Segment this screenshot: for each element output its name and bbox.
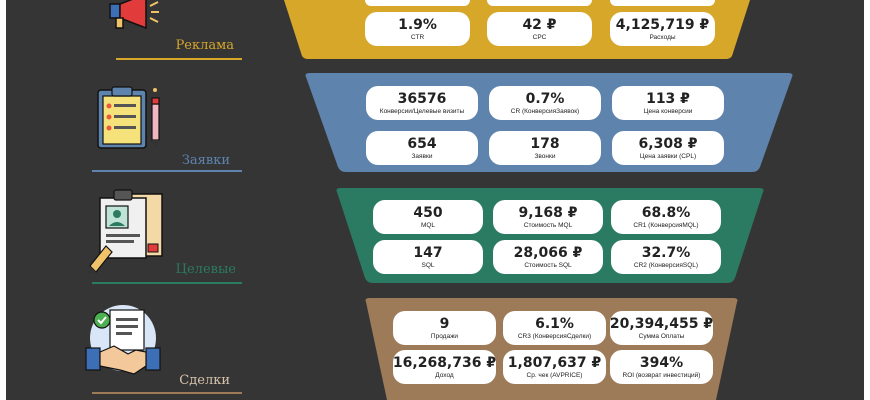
metric-cpl: 6,308 ₽ Цена заявки (CPL) [612, 131, 724, 165]
metric-cr2: 32.7% CR2 (КонверсияSQL) [611, 240, 721, 274]
section-underline-qualified [92, 282, 242, 284]
tile-placeholder-1 [365, 0, 470, 6]
metric-cpc: 42 ₽ CPC [487, 12, 592, 46]
metric-sales: 9 Продажи [393, 311, 496, 345]
section-label-deals: Сделки [179, 373, 230, 388]
metric-conversions: 36576 Конверсии/Целевые визиты [366, 86, 478, 120]
id-card-document-icon [86, 188, 168, 274]
metric-sql-cost: 28,066 ₽ Стоимость SQL [493, 240, 603, 274]
clipboard-checklist-icon [94, 86, 170, 152]
megaphone-icon [108, 0, 162, 30]
metric-mql: 450 MQL [373, 200, 483, 234]
metric-cr1: 68.8% CR1 (КонверсияMQL) [611, 200, 721, 234]
metric-leads: 654 Заявки [366, 131, 478, 165]
handshake-contract-icon [84, 304, 162, 380]
metric-ctr: 1.9% CTR [365, 12, 470, 46]
metric-conversion-price: 113 ₽ Цена конверсии [612, 86, 724, 120]
metric-calls: 178 Звонки [489, 131, 601, 165]
metric-avg-check: 1,807,637 ₽ Ср. чек (AVPRICE) [503, 350, 606, 384]
metric-cr-leads: 0.7% CR (КонверсияЗаявок) [489, 86, 601, 120]
metric-roi: 394% ROI (возврат инвестиций) [610, 350, 713, 384]
section-label-ads: Реклама [175, 38, 234, 53]
metric-income: 16,268,736 ₽ Доход [393, 350, 496, 384]
section-label-leads: Заявки [181, 153, 230, 168]
tile-placeholder-3 [610, 0, 715, 6]
section-underline-ads [116, 58, 242, 60]
section-underline-leads [92, 170, 242, 172]
section-label-qualified: Целевые [175, 262, 236, 277]
section-underline-deals [92, 392, 242, 394]
tile-placeholder-2 [487, 0, 592, 6]
metric-spend: 4,125,719 ₽ Расходы [610, 12, 715, 46]
metric-payment-total: 20,394,455 ₽ Сумма Оплаты [610, 311, 713, 345]
metric-mql-cost: 9,168 ₽ Стоимость MQL [493, 200, 603, 234]
metric-sql: 147 SQL [373, 240, 483, 274]
metric-cr3: 6.1% CR3 (КонверсияСделки) [503, 311, 606, 345]
